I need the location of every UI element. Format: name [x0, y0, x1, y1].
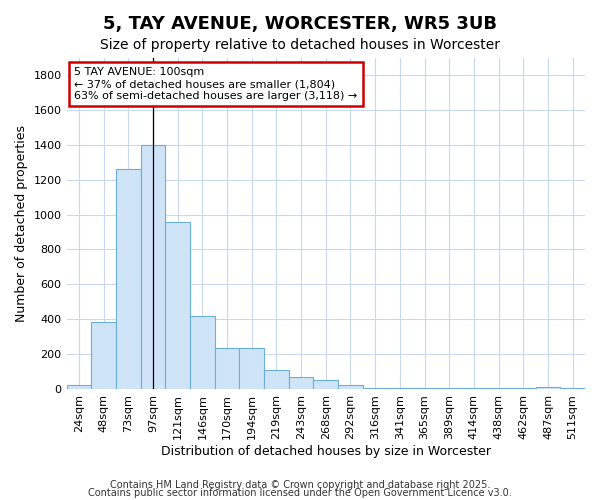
Bar: [67, 384, 91, 389]
Bar: [461, 388, 486, 389]
Bar: [511, 388, 536, 389]
Bar: [560, 388, 585, 389]
Bar: [486, 388, 511, 389]
Bar: [313, 380, 338, 389]
Bar: [412, 388, 437, 389]
Bar: [165, 222, 190, 389]
Text: Size of property relative to detached houses in Worcester: Size of property relative to detached ho…: [100, 38, 500, 52]
Text: 5 TAY AVENUE: 100sqm
← 37% of detached houses are smaller (1,804)
63% of semi-de: 5 TAY AVENUE: 100sqm ← 37% of detached h…: [74, 68, 358, 100]
Y-axis label: Number of detached properties: Number of detached properties: [15, 124, 28, 322]
Bar: [215, 348, 239, 389]
X-axis label: Distribution of detached houses by size in Worcester: Distribution of detached houses by size …: [161, 444, 491, 458]
Bar: [264, 370, 289, 389]
Text: Contains HM Land Registry data © Crown copyright and database right 2025.: Contains HM Land Registry data © Crown c…: [110, 480, 490, 490]
Bar: [363, 388, 388, 389]
Bar: [437, 388, 461, 389]
Text: 5, TAY AVENUE, WORCESTER, WR5 3UB: 5, TAY AVENUE, WORCESTER, WR5 3UB: [103, 15, 497, 33]
Bar: [536, 387, 560, 389]
Bar: [116, 169, 140, 389]
Bar: [289, 376, 313, 389]
Bar: [388, 388, 412, 389]
Bar: [140, 144, 165, 389]
Bar: [338, 386, 363, 389]
Bar: [190, 316, 215, 389]
Bar: [91, 322, 116, 389]
Text: Contains public sector information licensed under the Open Government Licence v3: Contains public sector information licen…: [88, 488, 512, 498]
Bar: [239, 348, 264, 389]
